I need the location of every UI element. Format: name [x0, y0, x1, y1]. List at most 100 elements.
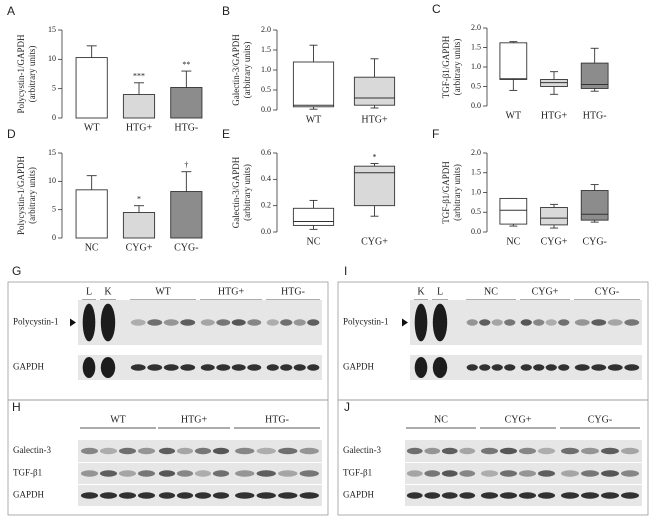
box: [580, 190, 609, 221]
blot-band: [574, 364, 590, 371]
blot-band: [278, 447, 298, 455]
blot-band: [158, 447, 176, 455]
blot-band: [278, 470, 298, 477]
y-axis-label: (arbitrary units): [452, 39, 462, 96]
x-tick-label: NC: [506, 236, 520, 247]
blot-band: [491, 364, 503, 371]
blot-band: [118, 470, 137, 477]
lane-group-label: K: [417, 286, 425, 297]
blot-band: [176, 470, 194, 477]
blot-band: [424, 447, 441, 455]
box: [353, 76, 396, 106]
y-tick-label: 15: [48, 148, 56, 157]
blot-band: [216, 319, 231, 326]
x-tick-label: NC: [85, 242, 99, 253]
lane-group-label: CYG+: [532, 286, 559, 297]
panel-letter: B: [222, 4, 230, 18]
blot-band: [601, 470, 619, 477]
lane-group-label: CYG-: [595, 286, 619, 297]
blot-band: [406, 447, 423, 455]
blot-band: [247, 364, 262, 371]
box: [292, 61, 335, 108]
significance-mark: *: [137, 195, 141, 204]
blot-band: [82, 303, 96, 342]
blot-band: [466, 364, 478, 371]
blot-band: [299, 492, 319, 499]
bar: [75, 189, 108, 239]
blot-band: [499, 470, 518, 477]
blot-band: [480, 492, 499, 499]
y-tick-label: 2.0: [471, 148, 481, 157]
blot-band: [479, 364, 491, 371]
blot-band: [280, 364, 293, 371]
lane-group-label: HTG+: [218, 286, 245, 297]
blot-band: [441, 447, 458, 455]
blot-band: [137, 470, 156, 477]
blot-band: [558, 319, 570, 326]
blot-strip: [405, 463, 642, 484]
y-tick-label: 5: [52, 83, 56, 92]
y-tick-label: 0.0: [471, 101, 481, 110]
blot-band: [147, 319, 163, 326]
y-tick-label: 0.4: [261, 174, 271, 183]
blot-band: [591, 319, 607, 326]
blot-band: [235, 492, 255, 499]
panel-letter: F: [432, 127, 439, 141]
y-tick-label: 1.5: [471, 168, 481, 177]
blot-band: [194, 470, 212, 477]
y-tick-label: 0.0: [471, 227, 481, 236]
y-tick-label: 1.0: [471, 62, 481, 71]
blot-band: [607, 364, 623, 371]
y-axis-label: Galectin-3/GAPDH: [231, 34, 241, 106]
blot-band: [432, 303, 448, 342]
blot-band: [414, 303, 428, 342]
blot-band: [480, 470, 499, 477]
x-tick-label: WT: [506, 110, 522, 121]
box: [353, 165, 396, 207]
lane-group-label: NC: [434, 414, 448, 425]
y-axis-label: (arbitrary units): [242, 42, 252, 99]
row-label: Polycystin-1: [343, 317, 389, 327]
blot-band: [180, 319, 196, 326]
bar: [170, 191, 203, 239]
blot-band: [466, 319, 478, 326]
lane-group-label: K: [104, 286, 112, 297]
blot-band: [491, 319, 503, 326]
blot-band: [99, 470, 118, 477]
blot-band: [518, 492, 537, 499]
blot-band: [147, 364, 163, 371]
blot-band: [118, 447, 137, 455]
lane-group-label: HTG-: [265, 414, 289, 425]
row-label: GAPDH: [13, 490, 45, 500]
row-label: Polycystin-1: [13, 317, 59, 327]
blot-band: [100, 303, 116, 342]
bar: [122, 212, 156, 239]
panel-letter: J: [344, 400, 350, 414]
blot-band: [307, 319, 320, 326]
y-tick-label: 0.6: [261, 148, 271, 157]
x-tick-label: CYG-: [174, 242, 198, 253]
y-tick-label: 5: [52, 204, 56, 213]
x-tick-label: HTG-: [174, 122, 198, 133]
blot-band: [537, 447, 556, 455]
blot-frame: [337, 399, 649, 516]
blot-band: [561, 470, 579, 477]
y-tick-label: 15: [48, 25, 56, 34]
blot-band: [80, 447, 99, 455]
blot-band: [163, 364, 179, 371]
lane-group-label: WT: [110, 414, 126, 425]
blot-band: [200, 364, 215, 371]
blot-band: [545, 364, 557, 371]
y-tick-label: 2.0: [471, 23, 481, 32]
blot-band: [561, 492, 579, 499]
box: [540, 207, 568, 226]
x-tick-label: HTG+: [541, 110, 568, 121]
significance-mark: ***: [133, 72, 145, 81]
blot-band: [424, 492, 441, 499]
blot-band: [414, 357, 428, 378]
y-tick-label: 0.0: [261, 227, 271, 236]
blot-band: [231, 319, 246, 326]
blot-band: [499, 492, 518, 499]
y-tick-label: 0.5: [261, 85, 271, 94]
